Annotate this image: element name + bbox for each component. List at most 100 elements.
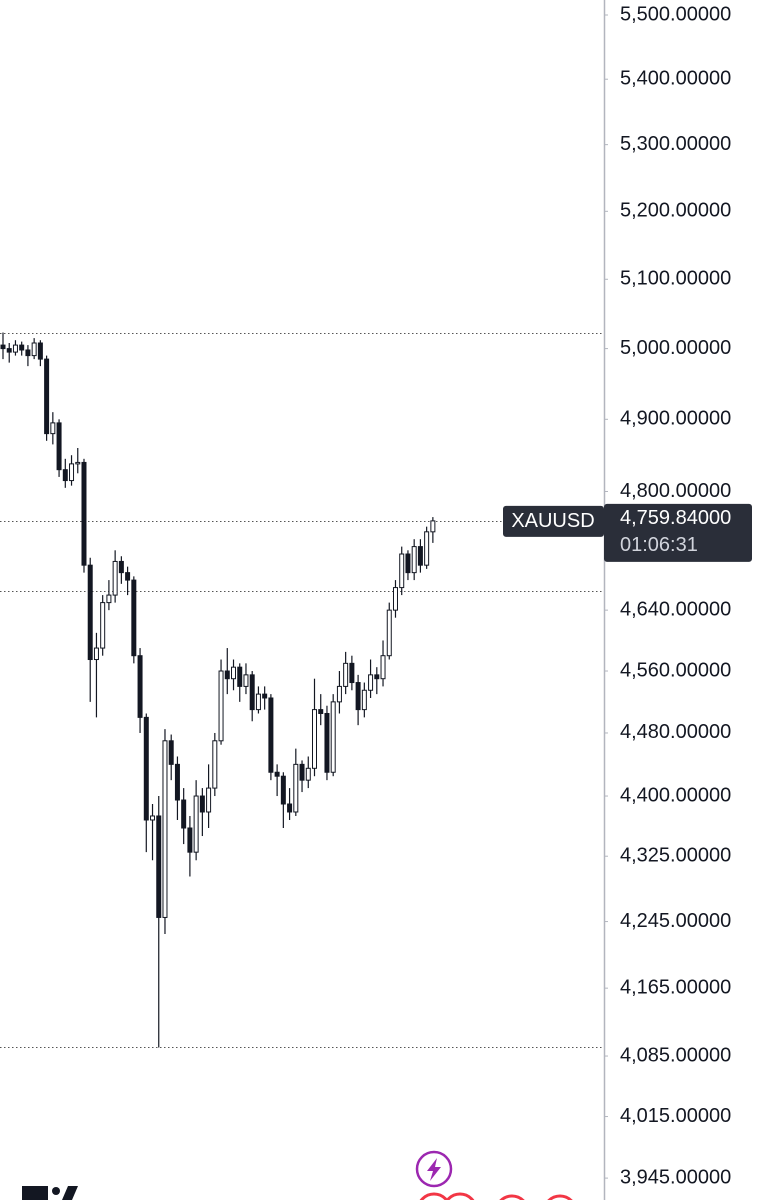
- y-tick-label: 4,245.00000: [620, 910, 731, 932]
- candle-body: [131, 579, 137, 657]
- symbol-label: XAUUSD: [511, 510, 594, 532]
- y-tick-label: 4,015.00000: [620, 1105, 731, 1127]
- flash-icon[interactable]: [427, 1158, 441, 1181]
- y-tick-label: 4,640.00000: [620, 598, 731, 620]
- y-tick-label: 4,560.00000: [620, 659, 731, 681]
- y-tick-label: 4,165.00000: [620, 976, 731, 998]
- candle-body: [249, 674, 255, 711]
- y-tick-label: 5,400.00000: [620, 67, 731, 89]
- logo-part: [62, 1186, 78, 1200]
- candle-body: [293, 763, 299, 813]
- candle-body: [255, 693, 261, 711]
- candle-body: [318, 709, 324, 714]
- candle-body: [56, 422, 62, 471]
- y-tick-label: 4,085.00000: [620, 1044, 731, 1066]
- candle-body: [106, 594, 112, 604]
- candle-body: [361, 689, 367, 711]
- candle-body: [44, 358, 50, 435]
- candle-body: [392, 587, 398, 611]
- candle-body: [156, 815, 162, 918]
- candle-body: [368, 674, 374, 691]
- candle-body: [37, 342, 43, 360]
- candle-body: [399, 553, 405, 589]
- y-tick-label: 5,100.00000: [620, 268, 731, 290]
- candle-body: [0, 344, 6, 350]
- y-tick-label: 4,800.00000: [620, 480, 731, 502]
- candle-body: [50, 422, 56, 435]
- y-tick-label: 4,400.00000: [620, 784, 731, 806]
- plot-layer: [0, 332, 604, 1048]
- candle-body: [212, 740, 218, 789]
- candle-body: [430, 520, 436, 533]
- candle-body: [336, 685, 342, 703]
- candle-body: [417, 546, 423, 566]
- candle-body: [62, 469, 68, 482]
- candle-body: [100, 602, 106, 649]
- candle-body: [6, 348, 12, 353]
- candle-body: [386, 609, 392, 657]
- candle-body: [262, 693, 268, 699]
- candle-body: [330, 701, 336, 773]
- candle-body: [411, 546, 417, 574]
- candle-body: [324, 712, 330, 773]
- candle-body: [405, 553, 411, 574]
- price-badge: [604, 503, 752, 562]
- y-tick-label: 5,300.00000: [620, 133, 731, 155]
- candle-body: [181, 799, 187, 829]
- candle-body: [355, 682, 361, 711]
- candle-body: [81, 461, 87, 566]
- candle-body: [187, 827, 193, 853]
- candle-body: [143, 716, 149, 821]
- y-tick-label: 5,000.00000: [620, 337, 731, 359]
- candle-body: [93, 647, 99, 661]
- candle-body: [424, 531, 430, 566]
- candle-body: [193, 795, 199, 853]
- candle-body: [274, 771, 280, 777]
- flash-button[interactable]: [415, 1150, 453, 1188]
- candle-body: [137, 655, 143, 718]
- candle-body: [19, 344, 25, 351]
- candle-body: [280, 775, 286, 805]
- candle-body: [112, 560, 118, 596]
- last-price-label: 4,759.84000: [620, 507, 731, 529]
- symbol-badge: [503, 505, 604, 537]
- red-icon[interactable]: [496, 1194, 528, 1200]
- candle-body: [312, 709, 317, 769]
- candle-body: [299, 763, 305, 781]
- candle-body: [69, 463, 75, 482]
- red-icon[interactable]: [418, 1192, 450, 1200]
- candle-body: [174, 763, 180, 801]
- candle-body: [199, 795, 205, 813]
- candle-body: [287, 803, 293, 813]
- candle-body: [231, 666, 237, 680]
- candle-body: [168, 740, 174, 765]
- candle-body: [162, 740, 168, 918]
- candle-body: [218, 670, 224, 742]
- red-icon[interactable]: [544, 1194, 576, 1200]
- candle-body: [349, 662, 355, 684]
- candle-body: [25, 349, 31, 357]
- candle-body: [206, 787, 212, 813]
- candle-body: [224, 670, 230, 680]
- candle-body: [150, 815, 156, 821]
- candle-body: [243, 674, 249, 687]
- candle-body: [31, 342, 37, 357]
- candle-body: [374, 674, 380, 680]
- logo-part: [52, 1187, 60, 1195]
- y-tick-label: 5,500.00000: [620, 3, 731, 25]
- candle-body: [237, 666, 243, 687]
- candle-body: [12, 344, 18, 353]
- candle-body: [343, 662, 349, 687]
- brand-logo: [22, 1186, 78, 1200]
- candle-body: [87, 564, 93, 661]
- y-tick-label: 4,900.00000: [620, 408, 731, 430]
- candle-body: [305, 767, 311, 781]
- candle-body: [125, 572, 131, 581]
- red-icon[interactable]: [444, 1192, 476, 1200]
- y-tick-label: 4,480.00000: [620, 721, 731, 743]
- y-tick-label: 3,945.00000: [620, 1166, 731, 1188]
- logo-part: [34, 1186, 44, 1200]
- candle-body: [75, 461, 81, 465]
